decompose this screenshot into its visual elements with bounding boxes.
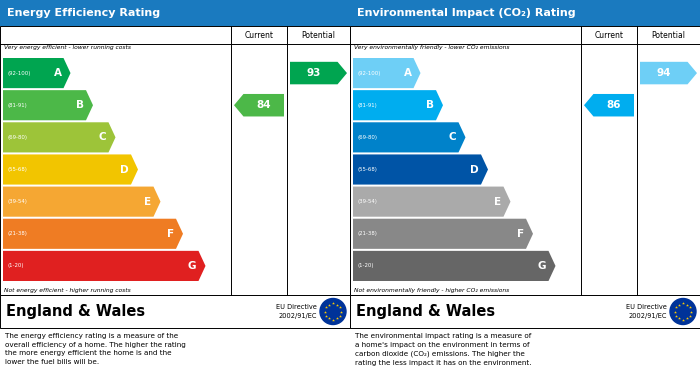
Text: (92-100): (92-100) [357,70,380,75]
Polygon shape [290,62,347,84]
Polygon shape [3,251,206,281]
Polygon shape [353,58,421,88]
Polygon shape [3,122,116,152]
Text: B: B [76,100,84,110]
Polygon shape [3,58,71,88]
Text: G: G [188,261,197,271]
Polygon shape [353,122,466,152]
Text: EU Directive
2002/91/EC: EU Directive 2002/91/EC [626,304,667,319]
Text: Not environmentally friendly - higher CO₂ emissions: Not environmentally friendly - higher CO… [354,288,510,293]
Text: (55-68): (55-68) [7,167,27,172]
Text: (39-54): (39-54) [357,199,377,204]
Text: 86: 86 [606,100,621,110]
Text: F: F [167,229,174,239]
Text: B: B [426,100,434,110]
Text: Energy Efficiency Rating: Energy Efficiency Rating [7,8,160,18]
Polygon shape [584,94,634,117]
Text: (92-100): (92-100) [7,70,30,75]
Text: Not energy efficient - higher running costs: Not energy efficient - higher running co… [4,288,131,293]
Text: (21-38): (21-38) [7,231,27,236]
Text: E: E [144,197,151,206]
Text: EU Directive
2002/91/EC: EU Directive 2002/91/EC [276,304,317,319]
Text: C: C [99,133,106,142]
Text: England & Wales: England & Wales [356,304,495,319]
Text: 84: 84 [256,100,271,110]
Text: Potential: Potential [652,30,685,39]
Text: The environmental impact rating is a measure of
a home's impact on the environme: The environmental impact rating is a mea… [355,333,531,366]
Polygon shape [3,154,138,185]
Text: (81-91): (81-91) [7,103,27,108]
Bar [350,295,700,328]
Polygon shape [640,62,697,84]
Polygon shape [353,187,510,217]
Text: 94: 94 [657,68,671,78]
Bar [350,0,700,26]
Text: D: D [120,165,129,174]
Text: (55-68): (55-68) [357,167,377,172]
Text: Very environmentally friendly - lower CO₂ emissions: Very environmentally friendly - lower CO… [354,45,510,50]
Text: 93: 93 [307,68,321,78]
Text: (21-38): (21-38) [357,231,377,236]
Polygon shape [3,90,93,120]
Polygon shape [353,154,488,185]
Bar [0,295,350,328]
Text: Current: Current [244,30,274,39]
Polygon shape [3,219,183,249]
Bar [0,26,350,295]
Text: A: A [53,68,62,78]
Text: (1-20): (1-20) [357,264,374,269]
Polygon shape [3,187,160,217]
Polygon shape [353,90,443,120]
Polygon shape [234,94,284,117]
Polygon shape [353,251,556,281]
Text: A: A [403,68,412,78]
Text: Potential: Potential [302,30,335,39]
Text: England & Wales: England & Wales [6,304,145,319]
Text: (69-80): (69-80) [7,135,27,140]
Bar [0,0,350,26]
Polygon shape [353,219,533,249]
Text: F: F [517,229,524,239]
Circle shape [670,298,696,325]
Text: (69-80): (69-80) [357,135,377,140]
Text: Environmental Impact (CO₂) Rating: Environmental Impact (CO₂) Rating [357,8,575,18]
Text: E: E [494,197,501,206]
Text: (81-91): (81-91) [357,103,377,108]
Text: Current: Current [594,30,624,39]
Text: (1-20): (1-20) [7,264,24,269]
Circle shape [320,298,346,325]
Bar [350,26,700,295]
Text: C: C [449,133,456,142]
Text: Very energy efficient - lower running costs: Very energy efficient - lower running co… [4,45,131,50]
Text: The energy efficiency rating is a measure of the
overall efficiency of a home. T: The energy efficiency rating is a measur… [5,333,186,365]
Text: G: G [538,261,547,271]
Text: D: D [470,165,479,174]
Text: (39-54): (39-54) [7,199,27,204]
